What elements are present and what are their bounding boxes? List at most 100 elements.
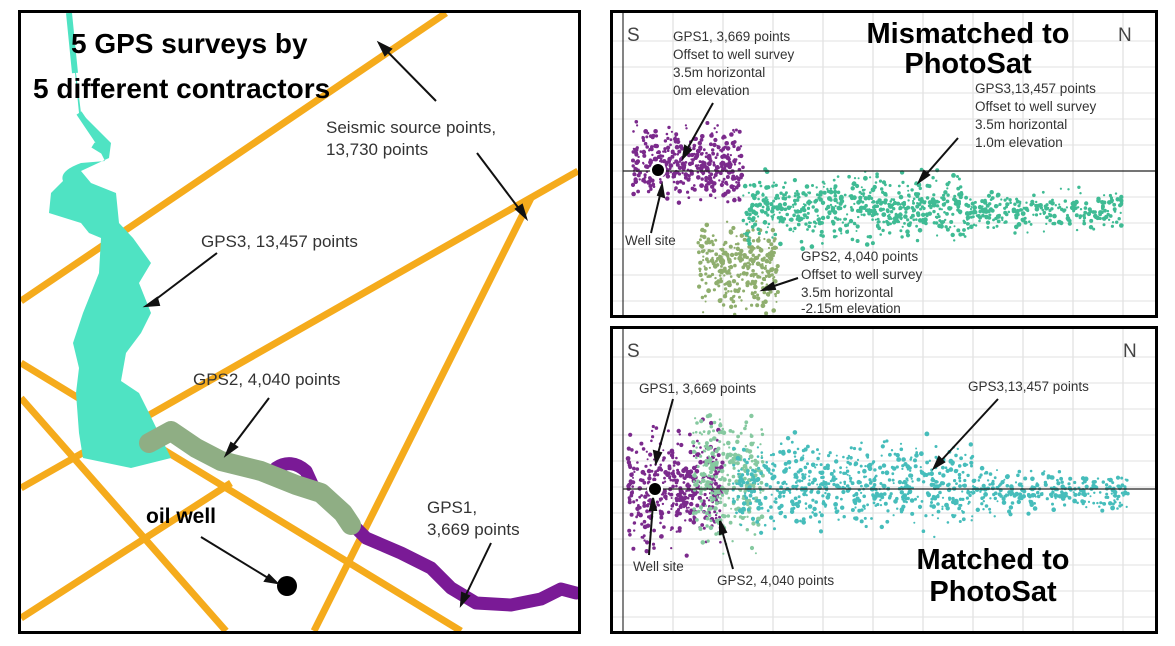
well-site-label: Well site	[625, 233, 676, 248]
gps1-point	[720, 165, 723, 169]
gps3-point	[812, 506, 817, 512]
gps2-point	[765, 252, 770, 258]
gps3-point	[765, 461, 768, 464]
gps3-point	[970, 464, 973, 468]
gps2-point	[704, 267, 708, 271]
gps2-point	[726, 281, 730, 285]
gps3-point	[1023, 476, 1028, 481]
gps1-point	[677, 149, 682, 154]
gps3-point	[739, 523, 743, 527]
gps1-point	[670, 154, 675, 159]
gps1-point	[710, 181, 713, 184]
gps2-point	[719, 429, 724, 435]
gps3-point	[970, 206, 973, 208]
gps3-point	[833, 193, 838, 198]
gps1-point	[712, 181, 717, 186]
gps3-point	[814, 500, 818, 504]
gps1-offset-line2: Offset to well survey	[673, 47, 795, 62]
gps2-point	[760, 281, 764, 285]
gps3-point	[750, 205, 754, 209]
gps3-point	[819, 229, 824, 234]
gps3-point	[932, 221, 936, 225]
gps3-point	[836, 175, 840, 178]
gps1-point	[739, 145, 743, 148]
gps3-point	[908, 221, 912, 225]
gps1-point	[650, 439, 653, 443]
gps3-point	[1067, 221, 1072, 226]
gps3-point	[793, 455, 797, 458]
gps3-point	[788, 218, 792, 222]
profile-grid	[613, 13, 1155, 315]
gps3-point	[991, 479, 995, 483]
gps3-point	[989, 497, 992, 500]
gps3-point	[935, 495, 938, 498]
gps3-point	[874, 181, 878, 184]
gps3-point	[793, 209, 797, 212]
gps1-point	[662, 525, 666, 529]
gps3-point	[835, 495, 839, 500]
gps3-point	[959, 456, 963, 461]
gps2-point	[774, 267, 779, 273]
gps3-point	[761, 205, 765, 209]
gps3-point	[932, 209, 936, 214]
gps3-point	[819, 513, 824, 518]
gps1-point	[714, 197, 717, 199]
gps2-point	[775, 264, 780, 269]
gps3-point	[857, 508, 862, 513]
gps3-point	[1098, 491, 1102, 494]
gps3-point	[1001, 500, 1007, 505]
gps1-point	[675, 161, 680, 165]
gps3-point	[817, 217, 821, 221]
gps3-point	[1067, 482, 1071, 486]
gps2-point	[743, 262, 748, 267]
gps3-point	[990, 208, 995, 213]
gps3-point	[1120, 476, 1124, 480]
gps1-point	[687, 471, 691, 475]
gps3-point	[839, 481, 842, 484]
gps1-point	[703, 501, 706, 504]
gps3-point	[1057, 470, 1062, 474]
gps3-point	[834, 459, 839, 464]
gps1-point	[716, 124, 719, 127]
gps1-point	[671, 171, 677, 177]
gps3-point	[794, 481, 798, 484]
gps3-point	[992, 218, 995, 222]
gps3-point	[850, 508, 855, 512]
gps2-point	[770, 227, 776, 233]
gps1-point	[632, 130, 635, 133]
gps3-point	[929, 471, 934, 477]
gps2-point	[752, 441, 755, 444]
gps1-point	[676, 470, 681, 475]
gps3-point	[1116, 497, 1119, 501]
gps2-point	[730, 507, 733, 510]
gps3-point	[858, 205, 864, 211]
gps3-point	[750, 193, 756, 198]
gps3-point	[744, 231, 749, 236]
gps2-point	[751, 263, 755, 266]
gps3-point	[872, 205, 876, 209]
gps1-point	[676, 139, 681, 144]
gps1-point	[651, 424, 655, 429]
gps3-point	[1088, 209, 1093, 213]
gps1-point	[631, 485, 634, 488]
north-axis-label: N	[1118, 25, 1132, 46]
gps3-point	[899, 442, 903, 445]
gps3-point	[751, 468, 755, 472]
gps2-point	[722, 294, 728, 299]
gps3-point	[953, 198, 958, 203]
gps3-point	[909, 469, 912, 472]
gps2-point	[759, 514, 765, 519]
gps1-point	[670, 507, 673, 511]
gps1-point	[662, 449, 665, 452]
gps1-point	[733, 131, 736, 133]
gps3-point	[1003, 210, 1008, 215]
gps1-point	[738, 162, 741, 165]
gps2-point	[717, 269, 721, 273]
gps3-point	[956, 208, 960, 212]
gps3-point	[1113, 499, 1116, 502]
gps1-point	[716, 145, 721, 150]
gps1-point	[725, 175, 730, 179]
gps3-point	[922, 472, 927, 477]
gps3-point	[857, 177, 860, 180]
gps1-point	[690, 476, 693, 480]
